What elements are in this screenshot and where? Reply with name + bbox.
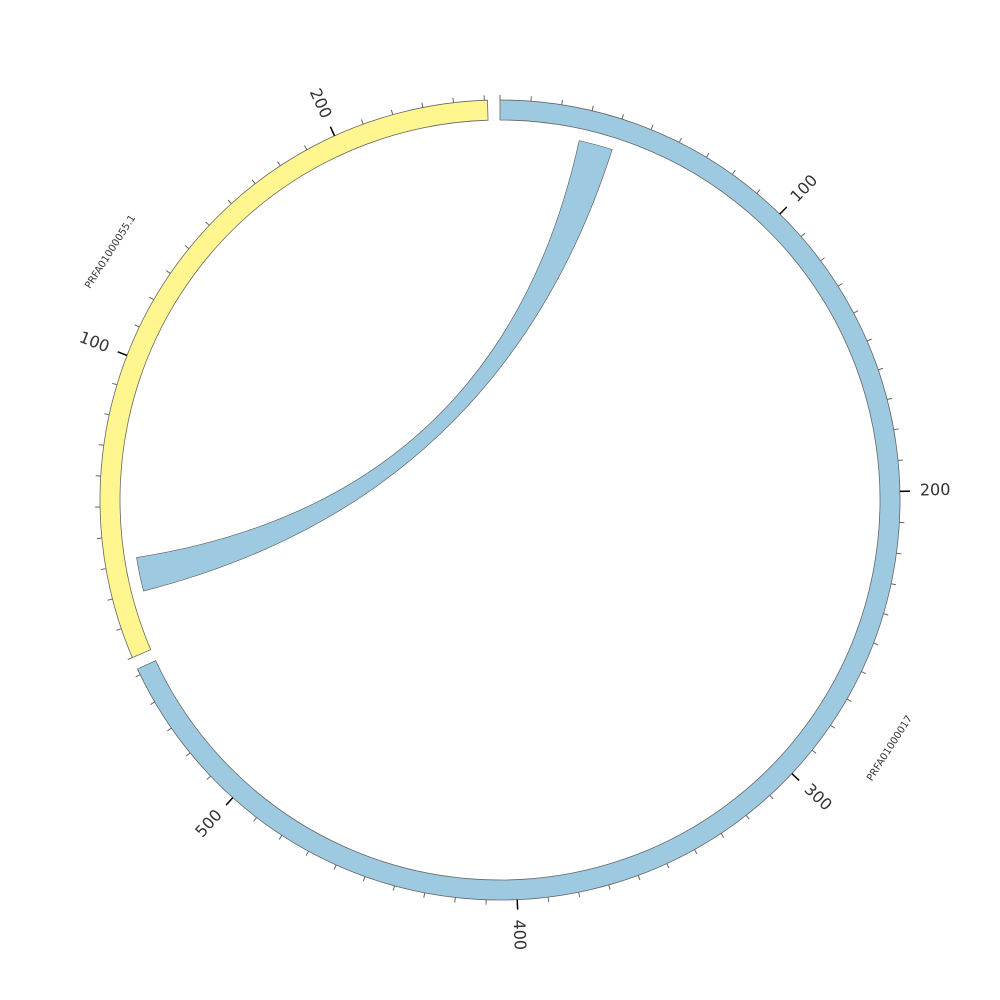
ideogram-label: PRFA01000055.1: [83, 213, 138, 291]
minor-tick: [811, 749, 817, 754]
minor-tick: [745, 815, 750, 820]
minor-tick: [127, 657, 133, 661]
minor-tick: [185, 752, 191, 757]
tick-label: 400: [510, 919, 530, 950]
minor-tick: [333, 864, 337, 870]
minor-tick: [694, 849, 698, 855]
minor-tick: [883, 613, 889, 616]
minor-tick: [392, 885, 396, 891]
minor-tick: [547, 897, 550, 903]
minor-tick: [873, 642, 879, 646]
major-tick: [117, 351, 128, 357]
minor-tick: [731, 170, 736, 175]
minor-tick: [184, 245, 190, 250]
tick-label: 100: [77, 327, 112, 356]
minor-tick: [116, 628, 122, 631]
minor-tick: [167, 727, 172, 732]
minor-tick: [305, 850, 309, 856]
minor-tick: [800, 232, 806, 238]
minor-tick: [637, 875, 641, 881]
major-tick: [779, 206, 788, 215]
minor-tick: [893, 428, 899, 431]
minor-tick: [853, 310, 859, 314]
minor-tick: [278, 835, 283, 840]
minor-tick: [769, 794, 774, 800]
minor-tick: [135, 674, 141, 678]
minor-tick: [452, 97, 454, 103]
minor-tick: [206, 775, 211, 780]
minor-tick: [756, 189, 761, 194]
minor-tick: [705, 152, 710, 158]
minor-tick: [650, 124, 654, 130]
minor-tick: [112, 382, 118, 386]
minor-tick: [227, 199, 232, 204]
minor-tick: [561, 99, 563, 105]
tick-label: 300: [801, 780, 836, 815]
minor-tick: [165, 270, 171, 274]
minor-tick: [251, 179, 256, 185]
tick-label: 500: [191, 806, 226, 841]
minor-tick: [98, 444, 104, 446]
minor-tick: [390, 109, 394, 115]
major-tick: [329, 126, 336, 137]
minor-tick: [830, 724, 835, 729]
minor-tick: [878, 367, 884, 371]
link: [136, 140, 613, 592]
major-tick: [225, 797, 234, 806]
ideogram: [99, 99, 489, 659]
minor-tick: [887, 397, 893, 401]
minor-tick: [820, 257, 825, 262]
minor-tick: [621, 114, 624, 120]
tick-label: 200: [920, 480, 951, 500]
tick-label: 100: [786, 171, 821, 206]
minor-tick: [100, 568, 107, 571]
tick-label: 200: [306, 85, 336, 121]
minor-tick: [678, 137, 682, 143]
minor-tick: [104, 413, 110, 416]
minor-tick: [720, 833, 725, 838]
minor-tick: [846, 698, 852, 702]
minor-tick: [423, 892, 426, 898]
minor-tick: [666, 863, 670, 869]
minor-tick: [454, 897, 456, 903]
minor-tick: [362, 876, 366, 882]
minor-tick: [107, 598, 113, 601]
minor-tick: [253, 817, 258, 822]
minor-tick: [896, 552, 902, 555]
minor-tick: [837, 283, 843, 287]
minor-tick: [205, 221, 210, 226]
minor-tick: [303, 145, 308, 150]
minor-tick: [149, 296, 155, 301]
ideogram: [136, 99, 901, 901]
minor-tick: [891, 583, 897, 586]
ideogram-label: PRFA01000017: [865, 714, 915, 784]
minor-tick: [578, 892, 581, 898]
minor-tick: [150, 701, 155, 705]
major-tick: [791, 773, 800, 781]
minor-tick: [866, 338, 872, 342]
minor-tick: [361, 119, 364, 125]
minor-tick: [134, 324, 140, 328]
minor-tick: [861, 671, 867, 675]
minor-tick: [608, 884, 611, 890]
minor-tick: [421, 102, 424, 108]
minor-tick: [591, 105, 594, 111]
minor-tick: [277, 161, 281, 166]
